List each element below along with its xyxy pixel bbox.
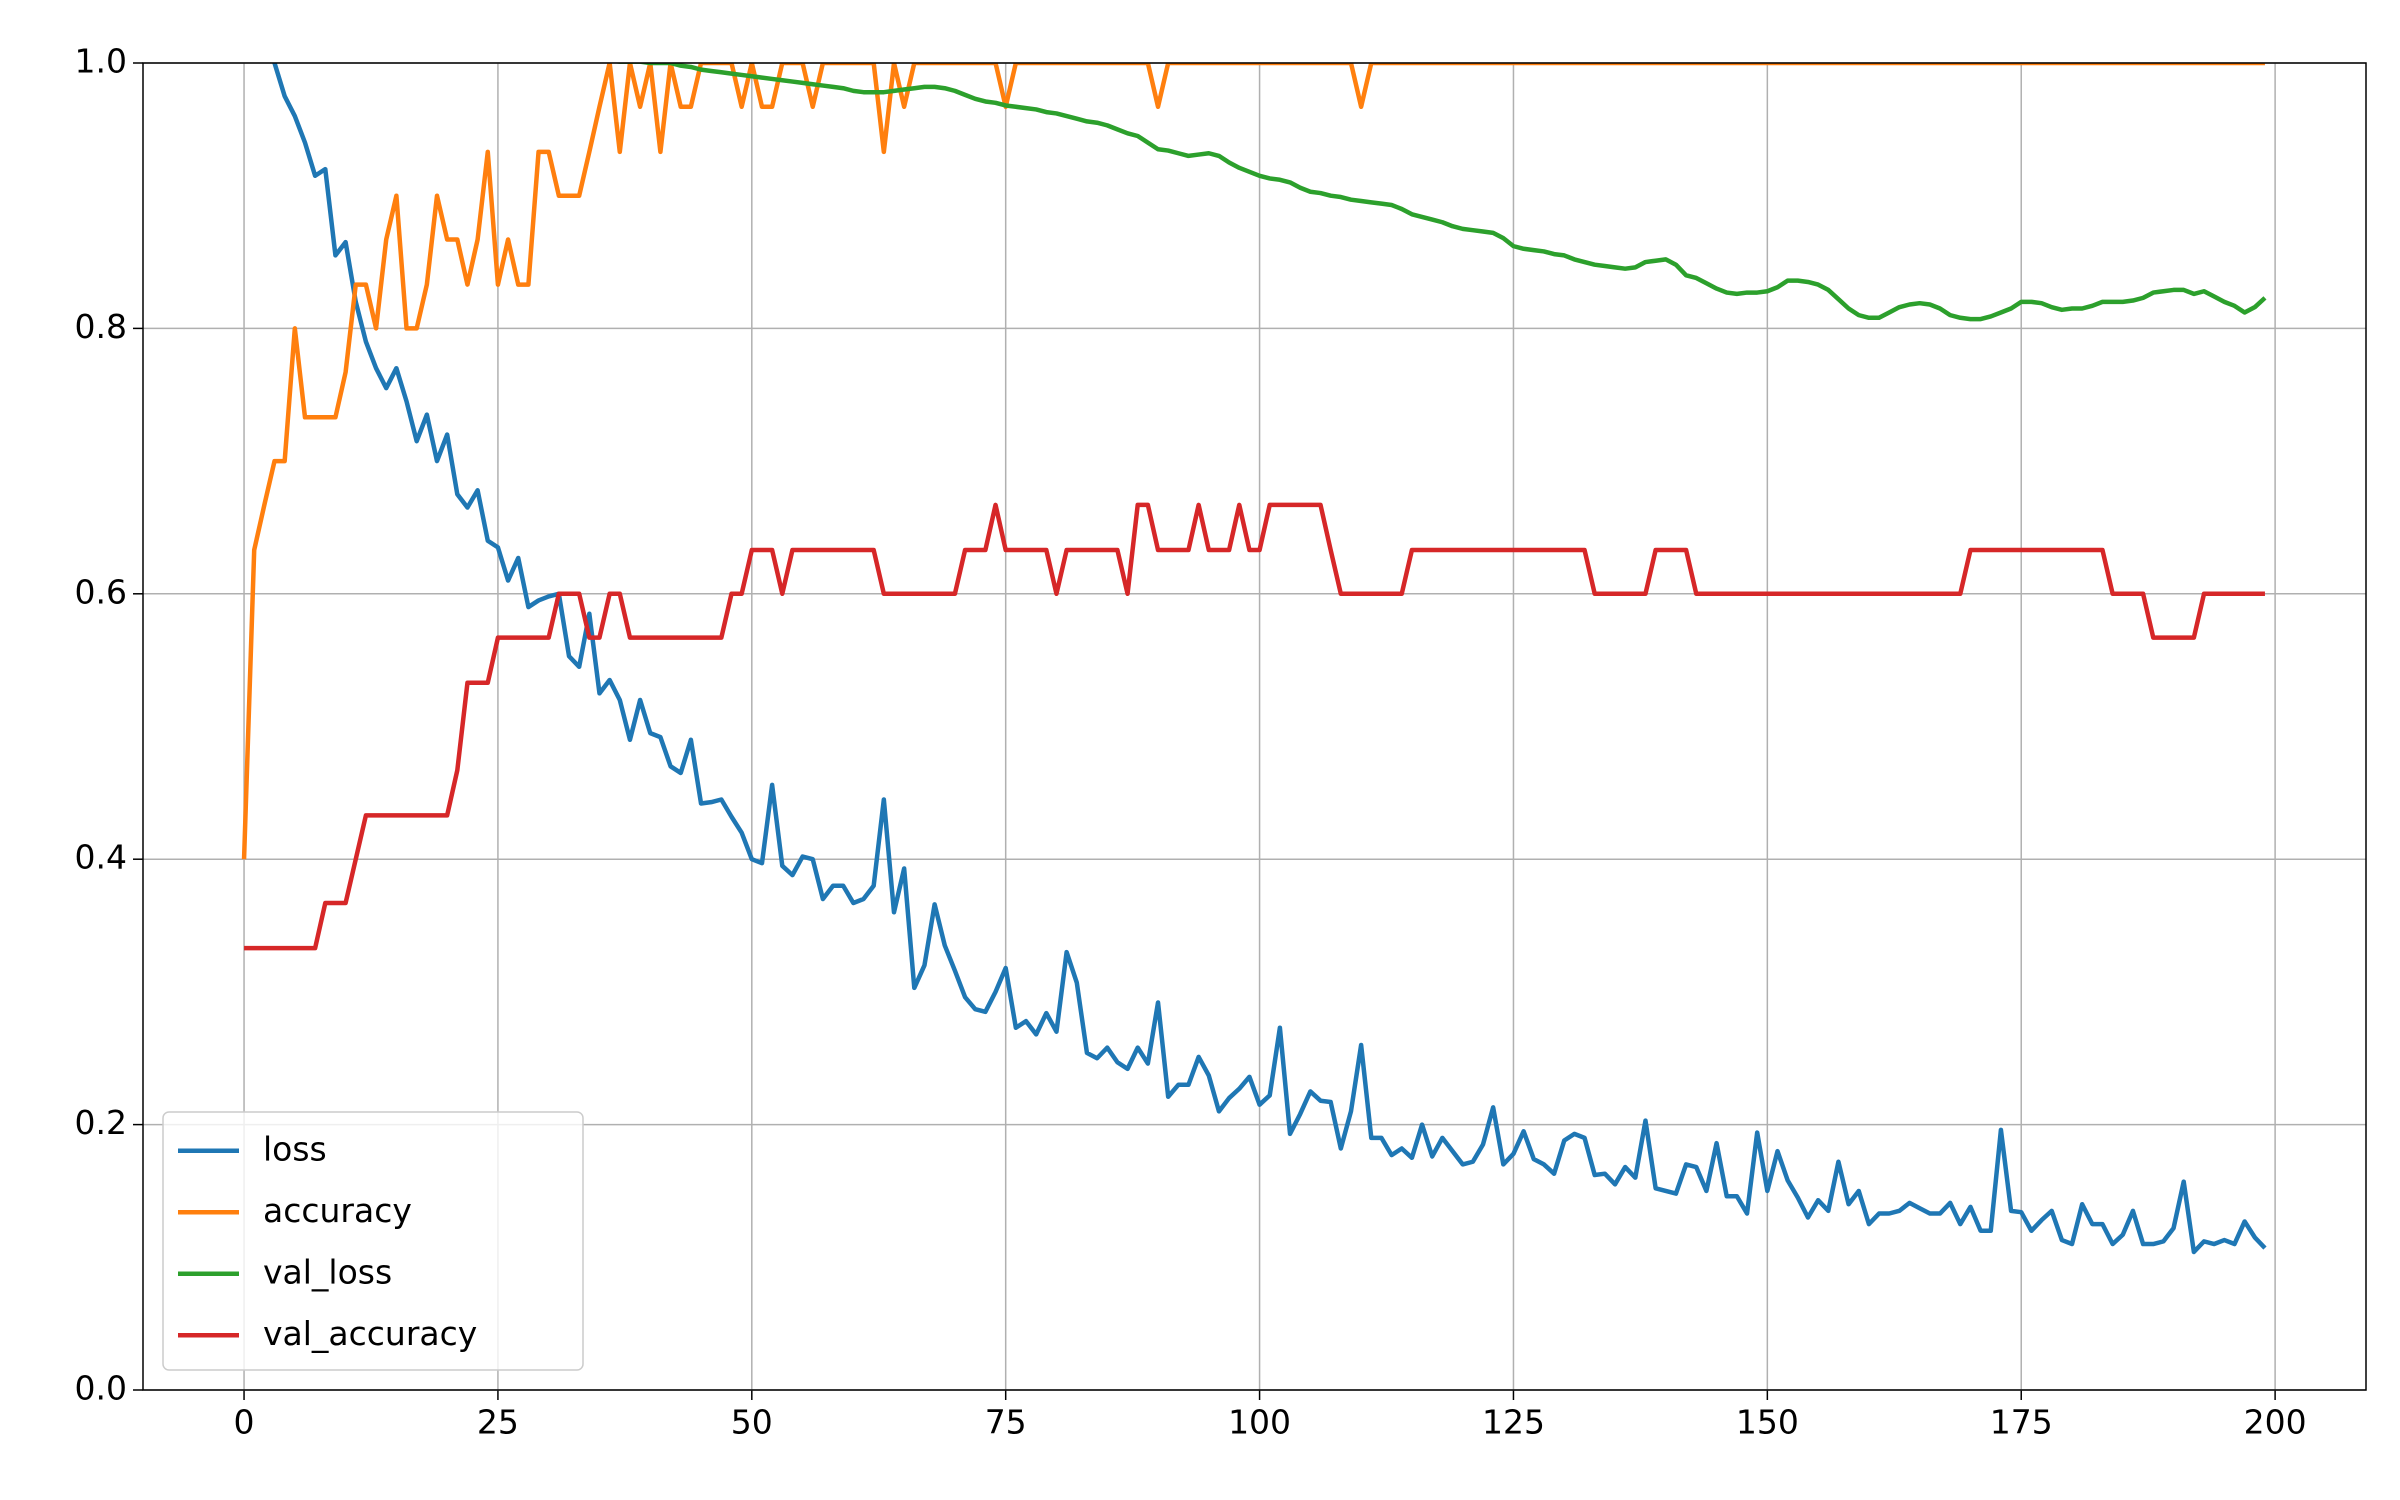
axes-frame: [142, 62, 2367, 1391]
legend-label: loss: [263, 1129, 327, 1168]
legend-box: [162, 1111, 584, 1371]
x-tick-label: 175: [1990, 1403, 2053, 1442]
y-tick-label: 0.6: [75, 572, 127, 611]
series-line: [612, 63, 2267, 322]
plot-area: [241, 63, 2267, 1255]
legend-label: val_accuracy: [263, 1314, 477, 1353]
series-line: [244, 502, 2265, 951]
y-tick-label: 1.0: [75, 42, 127, 81]
x-tick-label: 200: [2244, 1403, 2307, 1442]
x-tick-label: 100: [1228, 1403, 1291, 1442]
x-tick-label: 25: [477, 1403, 519, 1442]
legend-label: accuracy: [263, 1191, 412, 1230]
legend-label: val_loss: [263, 1252, 392, 1291]
series-line: [241, 63, 2265, 860]
y-tick-label: 0.8: [75, 307, 127, 346]
x-tick-label: 0: [234, 1403, 255, 1442]
series-line: [272, 63, 2267, 1255]
x-tick-label: 150: [1736, 1403, 1799, 1442]
x-tick-label: 50: [731, 1403, 773, 1442]
y-tick-label: 0.4: [75, 838, 127, 877]
x-tick-label: 75: [985, 1403, 1027, 1442]
y-tick-label: 0.2: [75, 1103, 127, 1142]
x-tick-label: 125: [1482, 1403, 1545, 1442]
y-tick-label: 0.0: [75, 1369, 127, 1408]
